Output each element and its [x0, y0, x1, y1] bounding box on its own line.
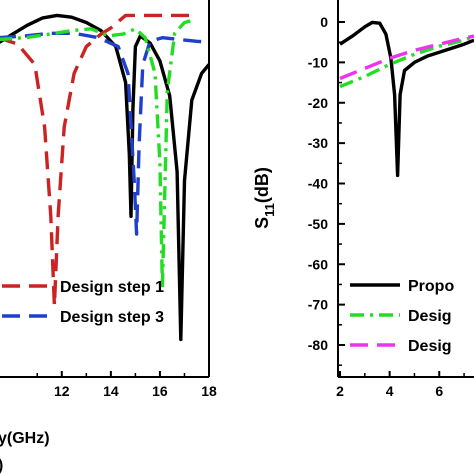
- left-legend-label-design-step-3-1: Design step 3: [60, 309, 164, 326]
- right-series-group: [339, 20, 474, 178]
- right-legend: Propo Desig Desig: [350, 278, 454, 355]
- right-y-axis-label-sub: 11: [262, 203, 277, 217]
- left-x-tick-label: 18: [201, 383, 217, 399]
- right-y-tick-label: -50: [308, 216, 328, 232]
- left-x-tick-label: 14: [103, 383, 119, 399]
- right-series-line-desig-1: [339, 34, 474, 89]
- left-x-ticks: 12 14 16 18: [36, 371, 217, 399]
- right-y-tick-label: 0: [320, 14, 328, 30]
- right-y-axis-label-main: S: [252, 217, 272, 229]
- left-series-line-design-step-1-1: [0, 13, 190, 308]
- right-legend-label-desig-2: Desig: [408, 338, 452, 355]
- right-y-tick-label: -20: [308, 95, 328, 111]
- right-y-tick-label: -10: [308, 54, 328, 70]
- left-panel-label: ): [0, 457, 3, 474]
- left-series-group: [0, 13, 211, 342]
- right-x-tick-label: 6: [435, 383, 443, 399]
- right-y-ticks: 0 -10 -20 -30 -40 -50 -60 -70 -80: [308, 14, 345, 366]
- left-x-tick-label: 16: [152, 383, 168, 399]
- left-x-tick-label: 12: [54, 383, 70, 399]
- left-series-line-series-3: [0, 18, 195, 290]
- right-y-tick-label: -60: [308, 256, 328, 272]
- right-x-tick-label: 2: [336, 383, 344, 399]
- right-chart-panel: 0 -10 -20 -30 -40 -50 -60 -70 -80 2 4 6 Propo Desig…: [252, 0, 474, 399]
- right-x-ticks: 2 4 6: [336, 371, 465, 399]
- right-y-tick-label: -70: [308, 297, 328, 313]
- right-y-axis-label: S11(dB): [252, 167, 277, 229]
- right-x-tick-label: 4: [386, 383, 394, 399]
- right-y-tick-label: -40: [308, 176, 328, 192]
- right-y-tick-label: -80: [308, 337, 328, 353]
- left-legend: Design step 1 Design step 3: [2, 279, 164, 326]
- left-chart-panel: 12 14 16 18 Design step 1 Design step 3 y(GH…: [0, 0, 217, 474]
- right-legend-label-desig-1: Desig: [408, 308, 452, 325]
- right-legend-label-propo-0: Propo: [408, 278, 454, 295]
- left-legend-label-design-step-1-0: Design step 1: [60, 279, 164, 296]
- right-series-line-propo-0: [339, 20, 474, 178]
- left-series-line-series-0: [0, 13, 211, 342]
- right-y-tick-label: -30: [308, 135, 328, 151]
- right-y-axis-label-unit: (dB): [252, 167, 272, 203]
- left-x-axis-label: y(GHz): [0, 430, 50, 447]
